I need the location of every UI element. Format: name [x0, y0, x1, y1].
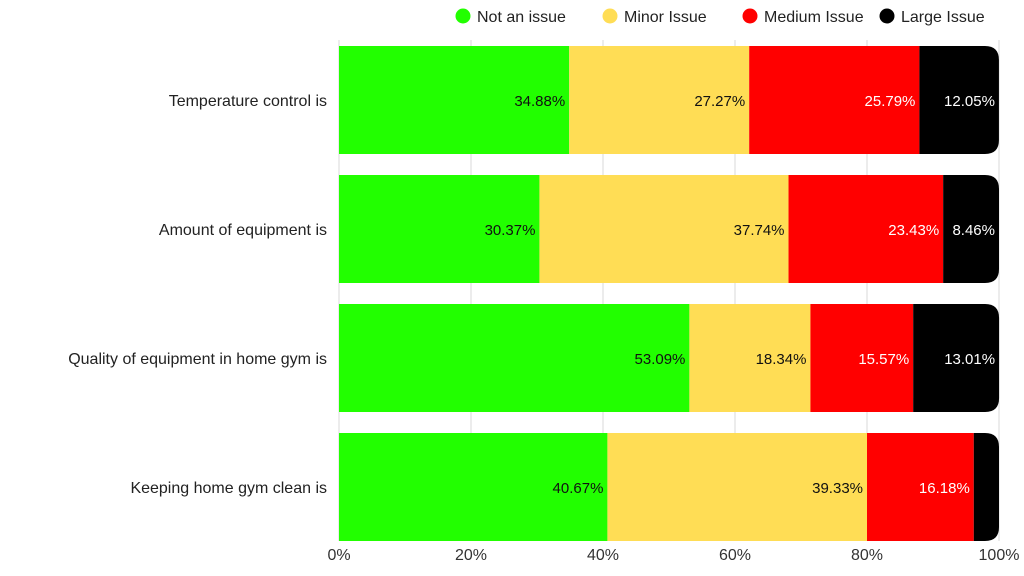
x-tick-label: 60%: [719, 547, 751, 564]
bar-segment: [973, 433, 999, 541]
legend-marker: [879, 8, 895, 24]
bar-segment: [539, 175, 789, 283]
legend: Not an issue Minor Issue Medium Issue Large…: [455, 8, 985, 26]
legend-marker: [455, 8, 471, 24]
legend-marker: [602, 8, 618, 24]
data-label: 37.74%: [734, 222, 785, 239]
x-tick-label: 0%: [327, 547, 350, 564]
bar-segment: [943, 175, 999, 283]
bar-segment: [689, 304, 811, 412]
bar-segment: [749, 46, 920, 154]
category-label: Amount of equipment is: [159, 222, 327, 239]
bar-segment: [867, 433, 974, 541]
data-label: 25.79%: [865, 93, 916, 110]
bar-segment: [339, 433, 608, 541]
data-label: 40.67%: [553, 480, 604, 497]
bar-segment: [569, 46, 750, 154]
bar-segment: [339, 304, 690, 412]
category-label: Temperature control is: [169, 93, 327, 110]
data-label: 39.33%: [812, 480, 863, 497]
x-axis-ticks: 0% 20% 40% 60% 80% 100%: [327, 547, 1019, 564]
data-label: 13.01%: [944, 351, 995, 368]
x-tick-label: 40%: [587, 547, 619, 564]
x-tick-label: 80%: [851, 547, 883, 564]
legend-label: Minor Issue: [624, 9, 707, 26]
category-label: Keeping home gym clean is: [130, 480, 327, 497]
bar-segment: [810, 304, 914, 412]
category-labels: Temperature control is Amount of equipmen…: [68, 93, 327, 497]
x-tick-label: 20%: [455, 547, 487, 564]
data-label: 12.05%: [944, 93, 995, 110]
data-label: 27.27%: [694, 93, 745, 110]
bar-segment: [339, 175, 540, 283]
bar-segment: [339, 46, 570, 154]
legend-label: Medium Issue: [764, 9, 864, 26]
category-label: Quality of equipment in home gym is: [68, 351, 327, 368]
bar-segment: [919, 46, 999, 154]
bar-segment: [607, 433, 867, 541]
bar-segment: [913, 304, 1000, 412]
bars: 34.88% 27.27% 25.79% 12.05% 30.37% 37.74% 23.4…: [339, 46, 1000, 541]
legend-label: Large Issue: [901, 9, 985, 26]
bar-segment: [788, 175, 944, 283]
data-label: 53.09%: [635, 351, 686, 368]
data-label: 16.18%: [919, 480, 970, 497]
data-label: 30.37%: [485, 222, 536, 239]
legend-marker: [742, 8, 758, 24]
legend-label: Not an issue: [477, 9, 566, 26]
data-label: 23.43%: [888, 222, 939, 239]
x-tick-label: 100%: [979, 547, 1020, 564]
data-label: 18.34%: [756, 351, 807, 368]
data-label: 8.46%: [952, 222, 995, 239]
data-label: 15.57%: [858, 351, 909, 368]
data-label: 34.88%: [514, 93, 565, 110]
